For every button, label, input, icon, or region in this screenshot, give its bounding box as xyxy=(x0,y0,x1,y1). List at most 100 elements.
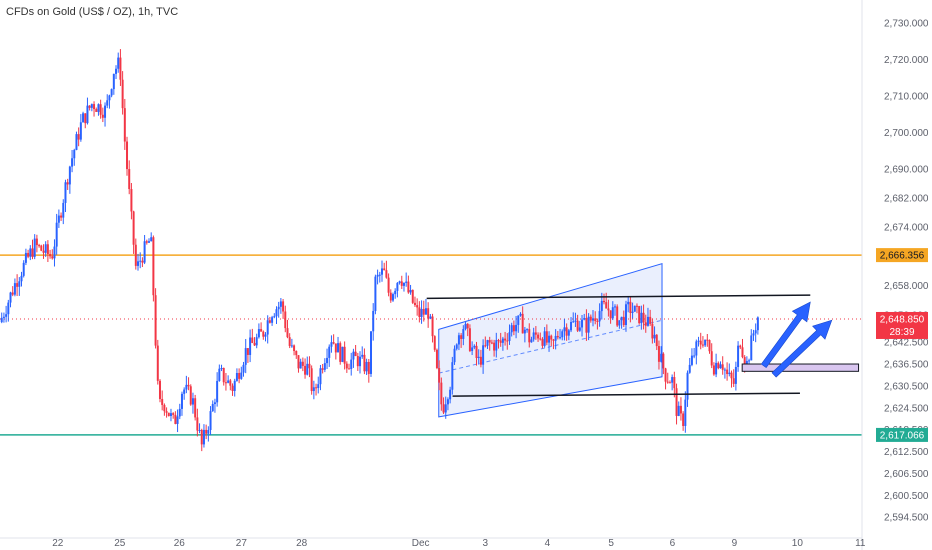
candle-body xyxy=(317,384,320,389)
candle-body xyxy=(229,380,232,386)
candle-body xyxy=(585,317,588,333)
candle-body xyxy=(477,356,480,359)
candle-body xyxy=(361,354,364,357)
candle-body xyxy=(154,295,157,346)
candle-body xyxy=(123,108,126,142)
candle-body xyxy=(402,282,405,286)
candle-body xyxy=(240,372,243,379)
candle-body xyxy=(435,349,438,369)
candle-body xyxy=(488,340,491,343)
candle-body xyxy=(5,314,8,317)
candle-body xyxy=(97,104,100,112)
candle-body xyxy=(288,337,291,346)
candle-body xyxy=(49,254,52,257)
candle-body xyxy=(332,342,335,344)
x-tick-label: 5 xyxy=(608,538,614,549)
candle-body xyxy=(495,340,498,351)
candle-body xyxy=(400,281,403,286)
candle-body xyxy=(2,316,5,318)
candle-body xyxy=(51,256,54,259)
candle-body xyxy=(378,274,381,276)
candle-body xyxy=(686,372,689,400)
candle-body xyxy=(44,244,47,253)
candle-body xyxy=(499,340,502,343)
candle-body xyxy=(220,368,223,370)
candle-body xyxy=(365,361,368,372)
candle-body xyxy=(737,345,740,367)
candle-body xyxy=(411,289,414,303)
candle-body xyxy=(528,329,531,343)
candle-body xyxy=(690,355,693,365)
candle-body xyxy=(301,361,304,366)
candle-body xyxy=(88,105,91,108)
candle-body xyxy=(719,364,722,369)
candle-body xyxy=(655,334,658,347)
candle-body xyxy=(508,332,511,341)
candle-body xyxy=(468,328,471,351)
candle-body xyxy=(493,342,496,351)
candle-body xyxy=(198,430,201,432)
candle-body xyxy=(53,246,56,259)
candle-body xyxy=(231,385,234,391)
candle-body xyxy=(497,340,500,342)
y-tick-label: 2,612.500 xyxy=(884,447,929,458)
candle-body xyxy=(708,340,711,352)
candle-body xyxy=(559,337,562,339)
candle-body xyxy=(620,316,623,321)
candle-body xyxy=(367,361,370,374)
range-bottom-line xyxy=(452,392,800,397)
candle-body xyxy=(444,404,447,413)
candle-body xyxy=(176,416,179,424)
candle-body xyxy=(328,346,331,358)
x-tick-label: 25 xyxy=(114,538,126,549)
candle-body xyxy=(389,292,392,301)
candle-body xyxy=(490,342,493,344)
candle-body xyxy=(359,356,362,367)
candle-body xyxy=(697,340,700,342)
y-tick-label: 2,730.000 xyxy=(884,18,929,29)
candle-body xyxy=(576,320,579,331)
candle-body xyxy=(82,113,85,123)
candle-body xyxy=(101,114,104,118)
candle-body xyxy=(35,238,38,246)
candle-body xyxy=(350,359,353,369)
candle-body xyxy=(24,252,27,263)
x-tick-label: 6 xyxy=(670,538,676,549)
candle-body xyxy=(521,313,524,334)
x-tick-label: 9 xyxy=(732,538,738,549)
resistance-tag: 2,666.356 xyxy=(880,251,925,262)
candle-body xyxy=(721,364,724,370)
candle-body xyxy=(376,274,379,277)
candle-body xyxy=(565,327,568,336)
candle-body xyxy=(660,353,663,362)
candle-body xyxy=(438,368,441,383)
candle-body xyxy=(242,364,245,373)
candle-body xyxy=(644,322,647,326)
candle-body xyxy=(427,308,430,319)
candle-body xyxy=(420,308,423,317)
candle-body xyxy=(29,248,32,257)
candle-body xyxy=(268,320,271,323)
range-top-line xyxy=(426,294,811,300)
candle-body xyxy=(297,355,300,369)
candle-body xyxy=(73,149,76,159)
candle-body xyxy=(723,369,726,371)
candle-body xyxy=(334,343,337,353)
candle-body xyxy=(671,377,674,383)
candle-body xyxy=(506,340,509,342)
candle-body xyxy=(398,281,401,284)
candle-body xyxy=(255,337,258,346)
candle-body xyxy=(158,380,161,399)
candle-body xyxy=(677,405,680,416)
candle-body xyxy=(473,345,476,348)
x-tick-label: Dec xyxy=(412,538,430,549)
candle-body xyxy=(431,316,434,337)
candle-body xyxy=(739,345,742,348)
candle-body xyxy=(330,342,333,347)
candle-body xyxy=(673,377,676,389)
candle-body xyxy=(9,292,12,303)
candle-body xyxy=(222,368,225,383)
candle-body xyxy=(715,362,718,375)
candle-body xyxy=(526,329,529,331)
